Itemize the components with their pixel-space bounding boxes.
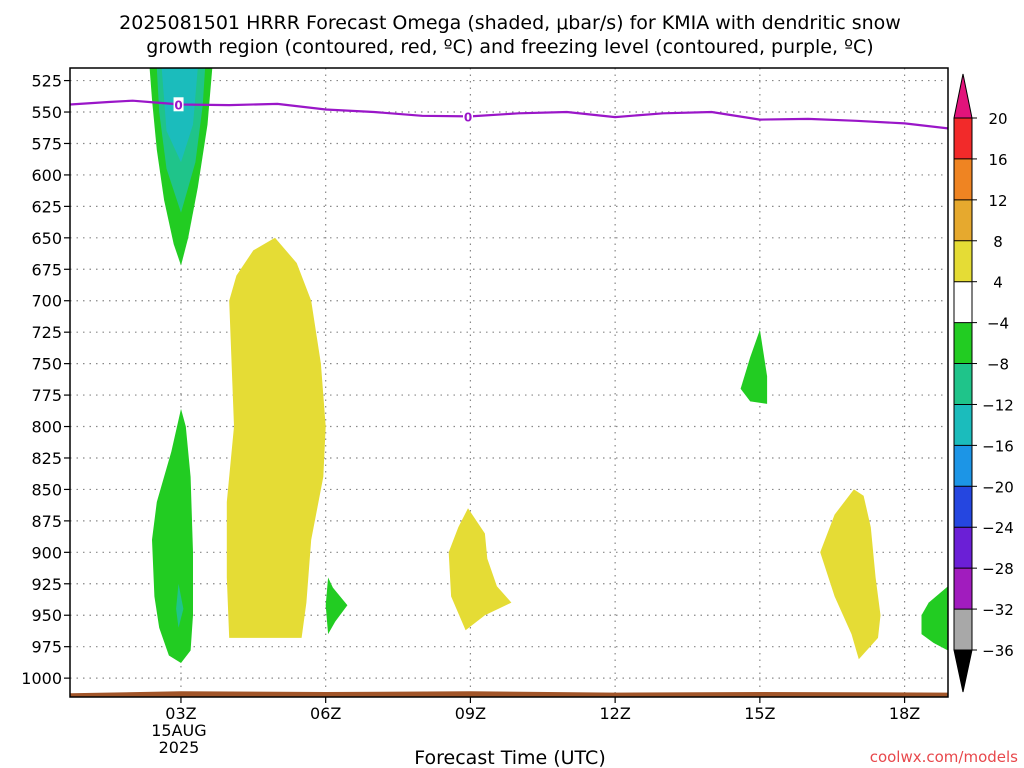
freezing-level-label: 0 (174, 98, 182, 112)
axes: 525 550 575 600 625 650 675 700 725 750 775 800 825 8… (21, 67, 949, 757)
credit-link[interactable]: coolwx.com/models (870, 748, 1018, 766)
y-tick-label: 900 (31, 543, 62, 562)
plot-clip-group: 00 (70, 68, 948, 697)
colorbar-tick-label: 16 (988, 151, 1007, 169)
colorbar-tick-label: −36 (982, 642, 1014, 660)
freezing-level-label: 0 (464, 110, 472, 124)
colorbar-bin (954, 322, 972, 364)
colorbar-bin (954, 281, 972, 323)
y-tick-label: 750 (31, 355, 62, 374)
colorbar-bin (954, 240, 972, 282)
chart-title-line-2: growth region (contoured, red, ºC) and f… (146, 36, 873, 58)
y-tick-label: 825 (31, 449, 62, 468)
colorbar-tick-label: −32 (982, 601, 1014, 619)
colorbar-tick-label: −28 (982, 560, 1014, 578)
x-tick-year: 2025 (159, 738, 200, 757)
x-tick-label: 03Z (165, 704, 196, 723)
colorbar-tick-label: 12 (988, 192, 1007, 210)
colorbar-bin (954, 404, 972, 446)
colorbar-bin (954, 527, 972, 569)
colorbar-tick-label: −16 (982, 437, 1014, 455)
y-tick-label: 925 (31, 575, 62, 594)
colorbar-bottom-arrow (953, 649, 973, 693)
omega-shaded-region (448, 508, 512, 631)
x-axis-label: Forecast Time (UTC) (414, 747, 605, 768)
omega-shaded-region (176, 583, 184, 628)
omega-shaded-region (325, 577, 348, 635)
x-tick-label: 15Z (744, 704, 775, 723)
y-tick-label: 725 (31, 323, 62, 342)
omega-shaded-region (226, 237, 326, 638)
omega-shaded-region (740, 329, 768, 404)
colorbar-bin (954, 118, 972, 159)
chart-title-line-1: 2025081501 HRRR Forecast Omega (shaded, … (119, 12, 901, 34)
freezing-label-bg (173, 97, 184, 112)
y-tick-label: 675 (31, 260, 62, 279)
colorbar-bin (954, 199, 972, 241)
freezing-label-bg (462, 109, 473, 124)
omega-shaded-region (152, 408, 193, 663)
omega-shaded-region (820, 489, 881, 660)
omega-shaded-region (921, 586, 948, 651)
colorbar-bin (954, 486, 972, 528)
y-tick-label: 975 (31, 638, 62, 657)
colorbar: 20 16 12 8 4 −4 −8 −12 −16 −20 −24 −28 −32 −36 (953, 73, 1014, 693)
y-tick-label: 575 (31, 134, 62, 153)
x-tick-label: 09Z (455, 704, 486, 723)
x-tick-label: 18Z (889, 704, 920, 723)
colorbar-tick-label: −12 (982, 396, 1014, 414)
colorbar-bin (954, 363, 972, 405)
colorbar-tick-label: −20 (982, 478, 1014, 496)
y-tick-label: 850 (31, 480, 62, 499)
y-tick-label: 775 (31, 386, 62, 405)
y-tick-label: 600 (31, 166, 62, 185)
x-tick-date: 15AUG (151, 721, 206, 740)
omega-shaded-region (161, 68, 198, 163)
colorbar-bin (954, 568, 972, 610)
y-tick-label: 950 (31, 606, 62, 625)
colorbar-tick-label: 4 (993, 274, 1003, 292)
y-tick-label: 625 (31, 197, 62, 216)
y-tick-label: 1000 (21, 669, 62, 688)
y-tick-label: 525 (31, 72, 62, 91)
plot-frame (69, 67, 949, 698)
y-tick-label: 550 (31, 103, 62, 122)
colorbar-bin (954, 445, 972, 487)
ground-surface (70, 691, 948, 697)
y-tick-label: 700 (31, 292, 62, 311)
colorbar-tick-label: 8 (993, 233, 1003, 251)
colorbar-tick-label: −4 (987, 315, 1009, 333)
colorbar-bin (954, 158, 972, 200)
colorbar-tick-label: −8 (987, 356, 1009, 374)
x-tick-label: 06Z (310, 704, 341, 723)
colorbar-tick-label: −24 (982, 519, 1014, 537)
y-tick-label: 650 (31, 229, 62, 248)
colorbar-tick-label: 20 (988, 110, 1007, 128)
colorbar-top-arrow (953, 73, 973, 119)
x-tick-label: 12Z (599, 704, 630, 723)
colorbar-bin (954, 609, 972, 650)
y-tick-label: 875 (31, 512, 62, 531)
y-tick-label: 800 (31, 418, 62, 437)
plot-area: 00 (70, 68, 948, 697)
